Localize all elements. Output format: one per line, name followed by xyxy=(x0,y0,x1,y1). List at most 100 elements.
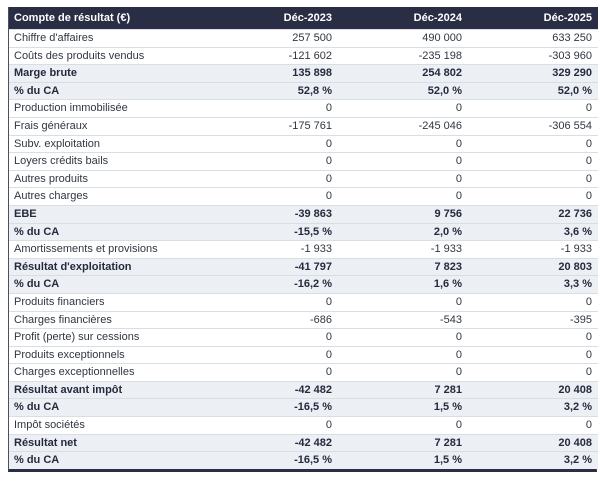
header-row: Compte de résultat (€) Déc-2023 Déc-2024… xyxy=(9,7,598,30)
row-value: 7 281 xyxy=(338,380,468,399)
row-value: 257 500 xyxy=(208,29,338,48)
row-value: 0 xyxy=(208,363,338,382)
table-row: Résultat avant impôt -42 482 7 281 20 40… xyxy=(9,380,598,399)
row-value: 0 xyxy=(208,328,338,347)
table-row: Chiffre d'affaires 257 500 490 000 633 2… xyxy=(9,29,598,48)
table-row: Subv. exploitation 0 0 0 xyxy=(9,134,598,153)
row-value: 0 xyxy=(338,345,468,364)
row-value: -175 761 xyxy=(208,116,338,136)
row-value: 490 000 xyxy=(338,29,468,48)
row-value: -686 xyxy=(208,310,338,329)
table-row: % du CA -15,5 % 2,0 % 3,6 % xyxy=(9,222,598,241)
row-value: 0 xyxy=(468,363,598,382)
row-value: 0 xyxy=(208,99,338,118)
row-value: 0 xyxy=(468,99,598,118)
row-value: 2,0 % xyxy=(338,222,468,241)
column-header-dec-2025: Déc-2025 xyxy=(468,7,598,30)
column-header-dec-2024: Déc-2024 xyxy=(338,7,468,30)
row-label: % du CA xyxy=(9,81,208,100)
table-row: EBE -39 863 9 756 22 736 xyxy=(9,204,598,224)
column-header-dec-2023: Déc-2023 xyxy=(208,7,338,30)
row-value: 0 xyxy=(208,187,338,206)
row-label: % du CA xyxy=(9,451,208,469)
table-row: Marge brute 135 898 254 802 329 290 xyxy=(9,64,598,83)
table-row: Produits financiers 0 0 0 xyxy=(9,292,598,311)
row-value: -16,5 % xyxy=(208,451,338,469)
row-value: 0 xyxy=(338,292,468,311)
row-label: Impôt sociétés xyxy=(9,416,208,435)
table-row: % du CA -16,2 % 1,6 % 3,3 % xyxy=(9,275,598,294)
row-value: 0 xyxy=(208,152,338,171)
row-value: -42 482 xyxy=(208,380,338,399)
table-row: Charges exceptionnelles 0 0 0 xyxy=(9,363,598,382)
row-label: Produits financiers xyxy=(9,292,208,311)
row-value: 20 408 xyxy=(468,380,598,399)
row-label: Loyers crédits bails xyxy=(9,152,208,171)
table-row: Résultat net -42 482 7 281 20 408 xyxy=(9,433,598,452)
table-row: Profit (perte) sur cessions 0 0 0 xyxy=(9,328,598,347)
row-value: 0 xyxy=(468,152,598,171)
row-label: Résultat net xyxy=(9,433,208,452)
row-value: -1 933 xyxy=(338,240,468,259)
row-value: 0 xyxy=(338,152,468,171)
row-value: 0 xyxy=(468,416,598,435)
row-label: % du CA xyxy=(9,275,208,294)
row-value: 20 803 xyxy=(468,257,598,276)
table-row: % du CA -16,5 % 1,5 % 3,2 % xyxy=(9,451,598,469)
row-value: 0 xyxy=(208,292,338,311)
row-label: Résultat d'exploitation xyxy=(9,257,208,276)
row-value: 329 290 xyxy=(468,64,598,83)
row-value: 0 xyxy=(468,345,598,364)
table-row: Autres charges 0 0 0 xyxy=(9,187,598,206)
row-value: 20 408 xyxy=(468,433,598,452)
row-label: Frais généraux xyxy=(9,116,208,136)
row-value: 0 xyxy=(468,169,598,188)
row-value: 0 xyxy=(338,99,468,118)
table-row: Charges financières -686 -543 -395 xyxy=(9,310,598,329)
row-value: 0 xyxy=(468,134,598,153)
row-value: 52,8 % xyxy=(208,81,338,100)
row-value: -16,2 % xyxy=(208,275,338,294)
row-label: Marge brute xyxy=(9,64,208,83)
income-statement-table: Compte de résultat (€) Déc-2023 Déc-2024… xyxy=(9,7,598,469)
table-title: Compte de résultat (€) xyxy=(9,7,208,30)
row-value: 3,2 % xyxy=(468,451,598,469)
row-value: 1,5 % xyxy=(338,398,468,417)
row-value: 0 xyxy=(208,169,338,188)
row-value: -245 046 xyxy=(338,116,468,136)
row-value: 1,5 % xyxy=(338,451,468,469)
row-value: -1 933 xyxy=(468,240,598,259)
row-value: 22 736 xyxy=(468,204,598,224)
row-label: Production immobilisée xyxy=(9,99,208,118)
row-label: % du CA xyxy=(9,222,208,241)
row-label: Coûts des produits vendus xyxy=(9,46,208,65)
row-value: 0 xyxy=(338,169,468,188)
row-label: Produits exceptionnels xyxy=(9,345,208,364)
table-row: Coûts des produits vendus -121 602 -235 … xyxy=(9,46,598,65)
table-header: Compte de résultat (€) Déc-2023 Déc-2024… xyxy=(9,7,598,30)
row-value: 3,6 % xyxy=(468,222,598,241)
row-value: 633 250 xyxy=(468,29,598,48)
row-value: 0 xyxy=(338,363,468,382)
row-label: Charges exceptionnelles xyxy=(9,363,208,382)
row-value: 0 xyxy=(208,416,338,435)
row-label: Autres charges xyxy=(9,187,208,206)
row-value: 0 xyxy=(338,187,468,206)
row-label: Autres produits xyxy=(9,169,208,188)
table-row: Autres produits 0 0 0 xyxy=(9,169,598,188)
row-value: -235 198 xyxy=(338,46,468,65)
row-label: Subv. exploitation xyxy=(9,134,208,153)
row-value: 9 756 xyxy=(338,204,468,224)
row-value: -15,5 % xyxy=(208,222,338,241)
row-value: -306 554 xyxy=(468,116,598,136)
row-value: 135 898 xyxy=(208,64,338,83)
row-value: -121 602 xyxy=(208,46,338,65)
row-value: -16,5 % xyxy=(208,398,338,417)
row-value: 0 xyxy=(468,187,598,206)
row-value: -543 xyxy=(338,310,468,329)
row-value: 0 xyxy=(208,134,338,153)
row-label: Charges financières xyxy=(9,310,208,329)
table-row: Impôt sociétés 0 0 0 xyxy=(9,416,598,435)
table-row: Production immobilisée 0 0 0 xyxy=(9,99,598,118)
